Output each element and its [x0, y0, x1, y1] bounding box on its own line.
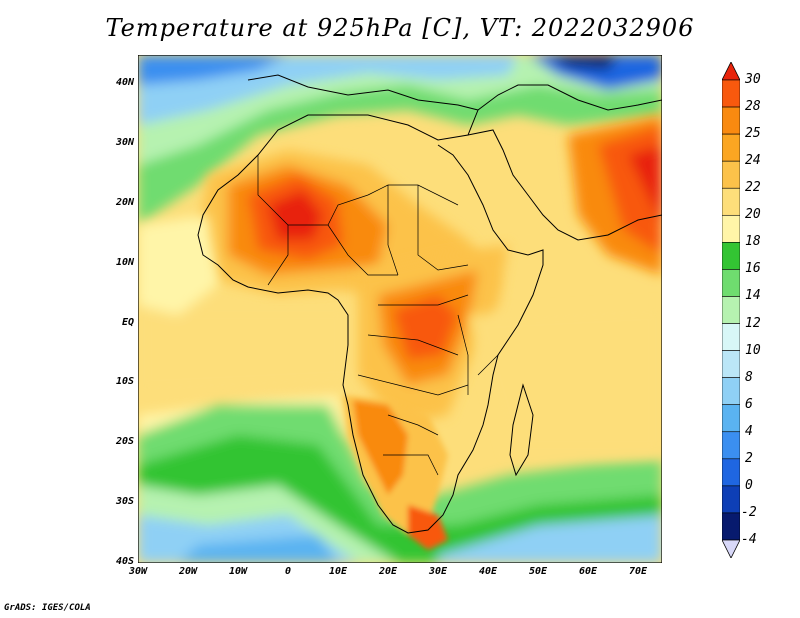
colorbar-bottom-triangle — [722, 539, 740, 558]
colorbar-label: 30 — [745, 72, 761, 87]
colorbar-swatch — [722, 160, 740, 189]
central-africa-hot-fields — [358, 245, 508, 425]
colorbar-label: 6 — [745, 396, 753, 412]
colorbar-label: -4 — [741, 532, 757, 547]
country-borders — [257, 155, 499, 476]
colorbar-label: 4 — [745, 423, 753, 439]
lat-tick-30s: 30S — [115, 496, 134, 507]
colorbar-swatch — [722, 269, 740, 297]
colorbar-label: 16 — [745, 261, 761, 277]
colorbar-label: 22 — [745, 180, 761, 196]
colorbar-swatch — [722, 214, 740, 243]
colorbar-label: 8 — [745, 369, 753, 385]
colorbar-swatch — [722, 350, 740, 378]
colorbar-swatch — [722, 242, 740, 270]
colorbar-swatch — [722, 512, 740, 541]
coastlines — [197, 74, 662, 534]
lon-tick-60e: 60E — [578, 566, 598, 577]
colorbar-label: 18 — [745, 234, 761, 250]
lon-tick-10e: 10E — [328, 566, 348, 577]
colorbar-label: 0 — [745, 477, 753, 493]
lon-tick-0: 0 — [284, 566, 292, 577]
colorbar-swatch — [722, 133, 740, 162]
lat-tick-30n: 30N — [115, 137, 134, 148]
colorbar-swatch — [722, 106, 740, 135]
colorbar — [722, 62, 740, 558]
lat-tick-20s: 20S — [115, 436, 134, 447]
grads-credit: GrADS: IGES/COLA — [4, 603, 91, 613]
arabia-hot-fields — [568, 115, 662, 275]
colorbar-label: 28 — [745, 99, 761, 115]
lat-tick-40n: 40N — [115, 77, 134, 88]
colorbar-label: -2 — [741, 504, 757, 520]
colorbar-top-triangle — [722, 62, 740, 81]
colorbar-swatch — [722, 485, 740, 514]
colorbar-label: 20 — [745, 207, 761, 223]
lon-tick-30w: 30W — [128, 566, 148, 577]
colorbar-swatch — [722, 323, 740, 351]
colorbar-swatch — [722, 187, 740, 216]
lon-tick-10w: 10W — [228, 566, 248, 577]
lon-tick-30e: 30E — [428, 566, 448, 577]
lat-tick-40s: 40S — [115, 556, 134, 567]
colorbar-label: 2 — [745, 450, 753, 466]
southern-africa-warm-fields — [343, 395, 448, 550]
colorbar-swatch — [722, 377, 740, 406]
lon-tick-70e: 70E — [628, 566, 648, 577]
colorbar-swatch — [722, 458, 740, 487]
colorbar-label: 14 — [745, 288, 761, 304]
colorbar-swatch — [722, 79, 740, 108]
map-title: Temperature at 925hPa [C], VT: 202203290… — [105, 14, 695, 42]
colorbar-label: 25 — [745, 126, 761, 142]
ocean-warm-band — [138, 215, 662, 455]
colorbar-swatch — [722, 404, 740, 433]
lat-tick-10s: 10S — [115, 376, 134, 387]
lat-tick-10n: 10N — [115, 257, 134, 268]
lon-tick-50e: 50E — [528, 566, 548, 577]
southern-cool-fields — [138, 395, 662, 563]
colorbar-label: 12 — [745, 315, 761, 331]
lon-tick-20e: 20E — [378, 566, 398, 577]
lat-tick-20n: 20N — [115, 197, 134, 208]
colorbar-swatch — [722, 296, 740, 324]
lon-tick-40e: 40E — [478, 566, 498, 577]
northern-cool-fields — [138, 55, 662, 225]
temperature-map — [138, 55, 662, 563]
colorbar-label: 24 — [745, 153, 761, 169]
lat-tick-eq: EQ — [121, 317, 134, 328]
lon-tick-20w: 20W — [178, 566, 198, 577]
map-panel — [138, 55, 662, 563]
colorbar-label: 10 — [745, 342, 761, 358]
colorbar-swatch — [722, 431, 740, 460]
